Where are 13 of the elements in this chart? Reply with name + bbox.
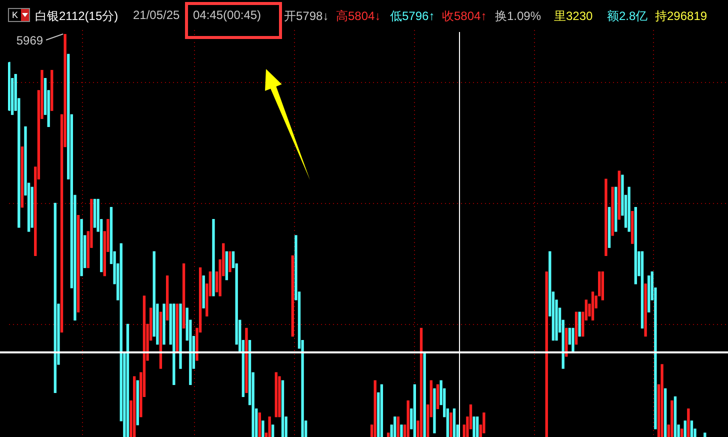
text: 持296819	[655, 8, 708, 25]
text: 收5804↑	[442, 8, 487, 25]
text: 换1.09%	[495, 8, 542, 25]
text: 04:45(00:45)	[193, 8, 262, 22]
text: 低5796↑	[390, 8, 435, 25]
text: 开5798↓	[284, 8, 329, 25]
chart-title: 白银2112(15分)	[35, 8, 118, 25]
text: 额2.8亿	[607, 8, 648, 25]
chart-type-button: K	[8, 8, 30, 22]
text: 里3230	[554, 8, 593, 25]
annotation: 5969	[16, 33, 44, 48]
text: 21/05/25	[133, 8, 180, 22]
text: 高5804↓	[336, 8, 381, 25]
